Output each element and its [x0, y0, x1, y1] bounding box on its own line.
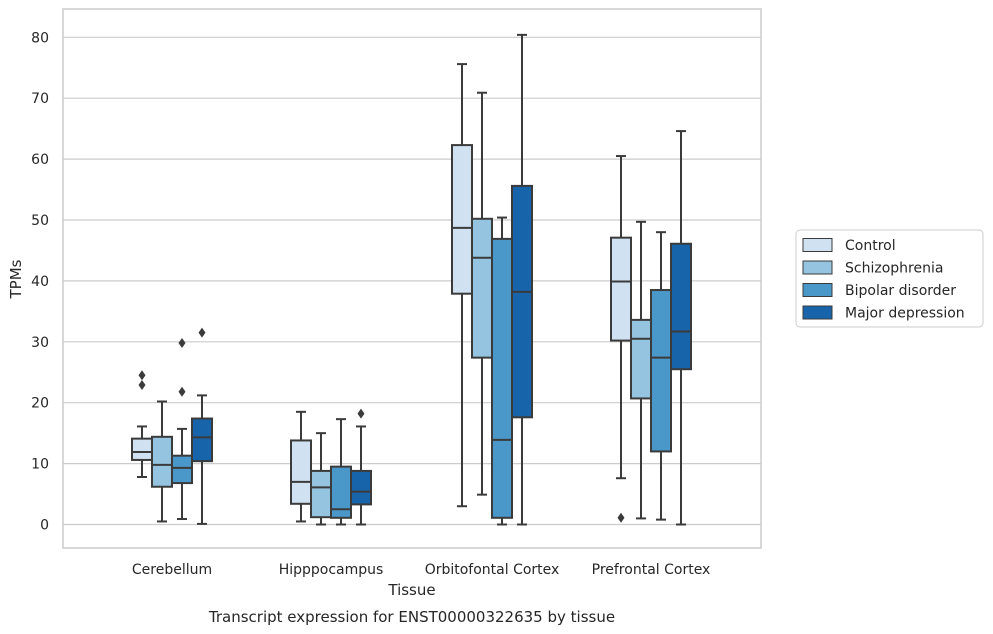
x-axis-label: Tissue	[387, 581, 435, 599]
outlier-point	[138, 380, 146, 391]
box-control-3	[610, 155, 632, 523]
chart-caption: Transcript expression for ENST0000032263…	[208, 608, 615, 626]
legend-label: Major depression	[845, 306, 965, 322]
box-bipolar-disorder-3	[650, 231, 672, 521]
legend-swatch	[802, 260, 833, 275]
box-major-depression-1	[350, 408, 372, 526]
box-bipolar-disorder-1	[330, 418, 352, 526]
iqr-box	[491, 237, 513, 519]
iqr-box	[290, 439, 312, 505]
y-tick-label: 0	[40, 518, 49, 534]
y-tick-label: 10	[31, 457, 49, 473]
outlier-point	[178, 338, 186, 349]
iqr-box	[471, 217, 493, 359]
legend-swatch	[802, 283, 833, 297]
iqr-box	[670, 242, 692, 371]
box-schizophrenia-0	[151, 400, 173, 523]
legend-label: Bipolar disorder	[845, 283, 956, 299]
iqr-box	[191, 417, 213, 463]
outlier-point	[357, 408, 365, 419]
box-control-0	[131, 370, 153, 478]
x-tick-labels: Cerebellum Hipppocampus Orbitofontal Corte…	[132, 562, 710, 578]
box-schizophrenia-2	[471, 91, 493, 496]
outlier-point	[198, 327, 206, 338]
y-tick-label: 80	[31, 30, 49, 46]
y-tick-label: 30	[31, 335, 49, 351]
box-major-depression-3	[670, 130, 692, 526]
iqr-box	[451, 144, 473, 295]
outlier-point	[617, 512, 625, 523]
x-tick-label: Prefrontal Cortex	[592, 562, 711, 578]
legend-label: Schizophrenia	[845, 261, 943, 277]
iqr-box	[131, 437, 153, 461]
box-major-depression-0	[191, 327, 213, 525]
box-major-depression-2	[511, 33, 533, 526]
box-schizophrenia-1	[310, 432, 332, 526]
iqr-box	[310, 469, 332, 519]
box-control-1	[290, 410, 312, 523]
y-tick-label: 50	[31, 213, 49, 229]
x-tick-label: Cerebellum	[132, 562, 212, 578]
box-bipolar-disorder-0	[171, 338, 193, 521]
legend: Control Schizophrenia Bipolar disorder Majo…	[795, 229, 984, 328]
box-bipolar-disorder-2	[491, 216, 513, 526]
box-control-2	[451, 63, 473, 508]
outlier-point	[138, 370, 146, 381]
plot-frame	[62, 8, 762, 549]
iqr-box	[610, 236, 632, 342]
iqr-box	[171, 454, 193, 485]
iqr-box	[350, 469, 372, 506]
outlier-point	[178, 386, 186, 397]
legend-swatch	[802, 238, 833, 252]
x-tick-label: Hipppocampus	[279, 562, 384, 578]
y-tick-label: 40	[31, 274, 49, 290]
legend-frame	[795, 229, 984, 328]
y-axis-label: TPMs	[7, 259, 25, 299]
iqr-box	[650, 289, 672, 453]
legend-swatch	[802, 305, 833, 320]
y-tick-labels: 0 10 20 30 40 50 60 70 80	[31, 30, 49, 533]
boxes	[131, 33, 692, 526]
y-tick-label: 60	[31, 152, 49, 168]
y-tick-label: 20	[31, 396, 49, 412]
iqr-box	[630, 318, 652, 400]
y-tick-label: 70	[31, 91, 49, 107]
legend-label: Control	[845, 238, 896, 254]
x-tick-label: Orbitofontal Cortex	[425, 562, 560, 578]
box-schizophrenia-3	[630, 220, 652, 520]
iqr-box	[511, 184, 533, 419]
iqr-box	[151, 435, 173, 488]
